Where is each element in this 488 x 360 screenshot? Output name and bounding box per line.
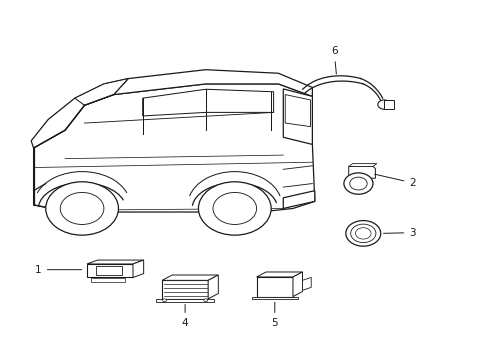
Text: 4: 4: [182, 305, 188, 328]
Polygon shape: [156, 299, 214, 302]
Circle shape: [349, 177, 366, 190]
Polygon shape: [256, 277, 292, 297]
Text: 3: 3: [383, 228, 415, 238]
Polygon shape: [285, 95, 310, 127]
Circle shape: [345, 221, 380, 246]
Polygon shape: [348, 164, 376, 166]
Polygon shape: [87, 264, 133, 278]
Polygon shape: [75, 78, 128, 105]
Polygon shape: [251, 297, 297, 300]
Text: 6: 6: [330, 46, 337, 74]
Polygon shape: [31, 78, 128, 148]
Circle shape: [162, 299, 166, 302]
Polygon shape: [162, 275, 218, 280]
Circle shape: [355, 228, 370, 239]
Polygon shape: [208, 275, 218, 299]
Circle shape: [377, 100, 389, 109]
Polygon shape: [113, 70, 312, 96]
Polygon shape: [162, 280, 208, 299]
Polygon shape: [256, 272, 302, 277]
Circle shape: [213, 193, 256, 225]
Text: 2: 2: [374, 174, 415, 188]
Text: 5: 5: [271, 302, 278, 328]
Circle shape: [350, 224, 375, 243]
Circle shape: [203, 299, 207, 302]
Bar: [91, 278, 124, 283]
Bar: [96, 266, 122, 275]
Polygon shape: [87, 260, 143, 264]
Polygon shape: [348, 166, 375, 178]
Bar: [384, 100, 393, 109]
Circle shape: [60, 193, 103, 225]
Polygon shape: [133, 260, 143, 278]
Circle shape: [198, 182, 271, 235]
Polygon shape: [34, 84, 314, 212]
Polygon shape: [302, 277, 310, 290]
Polygon shape: [283, 89, 312, 144]
Polygon shape: [283, 191, 314, 208]
Polygon shape: [142, 89, 273, 116]
Polygon shape: [292, 272, 302, 297]
Text: 1: 1: [35, 265, 81, 275]
Circle shape: [343, 173, 372, 194]
Circle shape: [45, 182, 118, 235]
